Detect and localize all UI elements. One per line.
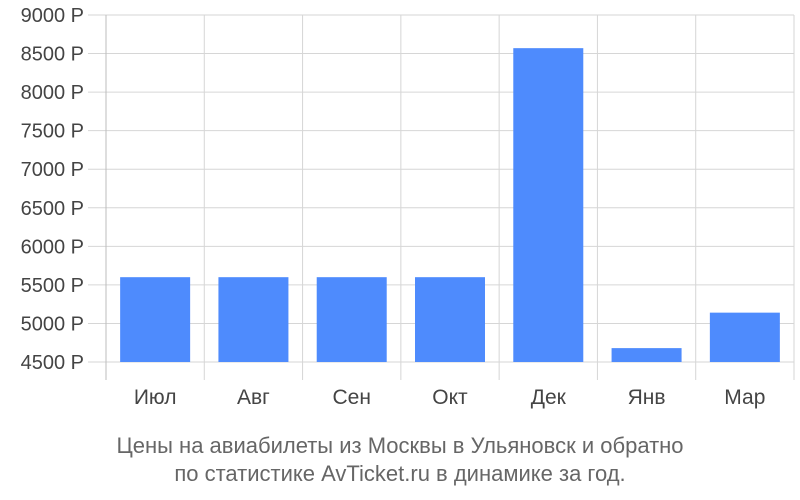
bar-2 xyxy=(218,277,289,362)
y-tick-label: 7000 Р xyxy=(21,159,84,181)
y-tick-label: 6000 Р xyxy=(21,236,84,258)
y-tick-label: 5000 Р xyxy=(21,313,84,335)
x-tick-label: Янв xyxy=(628,386,666,409)
y-tick-label: 5500 Р xyxy=(21,275,84,297)
chart-caption-line-1: Цены на авиабилеты из Москвы в Ульяновск… xyxy=(116,433,684,458)
bar-3 xyxy=(316,277,387,362)
y-tick-label: 7500 Р xyxy=(21,121,84,143)
x-tick-label: Сен xyxy=(332,386,370,409)
bar-5 xyxy=(513,48,584,362)
x-axis-labels: Июл Авг Сен Окт Дек Янв Мар xyxy=(134,386,766,409)
bar-4 xyxy=(415,277,485,362)
x-tick-label: Июл xyxy=(134,386,177,409)
y-tick-label: 4500 Р xyxy=(21,352,84,374)
x-tick-label: Дек xyxy=(531,386,567,409)
y-axis-labels: 4500 Р 5000 Р 5500 Р 6000 Р 6500 Р 7000 Р 7500… xyxy=(21,5,84,374)
y-tick-label: 8000 Р xyxy=(21,82,84,104)
bar-1 xyxy=(120,277,191,362)
bar-6 xyxy=(611,348,682,362)
chart-grid xyxy=(88,14,795,380)
price-bar-chart: 4500 Р 5000 Р 5500 Р 6000 Р 6500 Р 7000 Р 7500… xyxy=(21,5,795,409)
x-tick-label: Окт xyxy=(432,386,468,409)
x-tick-label: Мар xyxy=(724,386,765,409)
y-tick-label: 8500 Р xyxy=(21,44,84,66)
chart-caption-line-2: по статистике AvTicket.ru в динамике за … xyxy=(174,461,626,486)
y-tick-label: 9000 Р xyxy=(21,5,84,27)
y-tick-label: 6500 Р xyxy=(21,198,84,220)
x-tick-label: Авг xyxy=(237,386,270,409)
chart-bars xyxy=(120,48,780,362)
bar-7 xyxy=(709,312,780,362)
